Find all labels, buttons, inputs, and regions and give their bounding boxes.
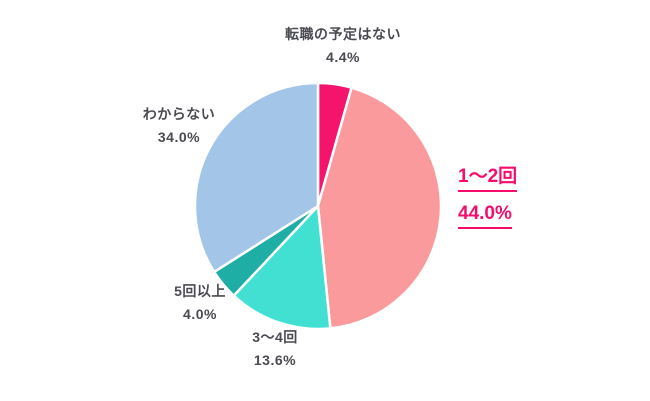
label-unknown: わからない 34.0% xyxy=(143,103,216,149)
label-unknown-text: わからない xyxy=(142,106,216,122)
label-5-plus-times: 5回以上 4.0% xyxy=(174,280,226,326)
label-3-4-times: 3〜4回 13.6% xyxy=(252,326,298,372)
label-1-2-times-highlighted[interactable]: 1〜2回 44.0% xyxy=(458,166,518,240)
label-5-plus-times-text: 5回以上 xyxy=(174,283,226,299)
label-5-plus-times-value: 4.0% xyxy=(183,306,217,322)
label-no-plans-value: 4.4% xyxy=(326,49,360,65)
label-1-2-times-text[interactable]: 1〜2回 xyxy=(458,166,518,192)
label-no-plans: 転職の予定はない 4.4% xyxy=(285,23,401,69)
label-3-4-times-text: 3〜4回 xyxy=(252,329,298,345)
pie-slice-unknown xyxy=(193,81,320,274)
pie-slice-1-2-times xyxy=(316,86,443,330)
label-1-2-times-value[interactable]: 44.0% xyxy=(458,203,512,229)
label-3-4-times-value: 13.6% xyxy=(253,352,297,368)
label-unknown-value: 34.0% xyxy=(157,129,201,145)
label-no-plans-text: 転職の予定はない xyxy=(285,26,401,42)
pie-slice-3-4-times xyxy=(232,204,332,331)
